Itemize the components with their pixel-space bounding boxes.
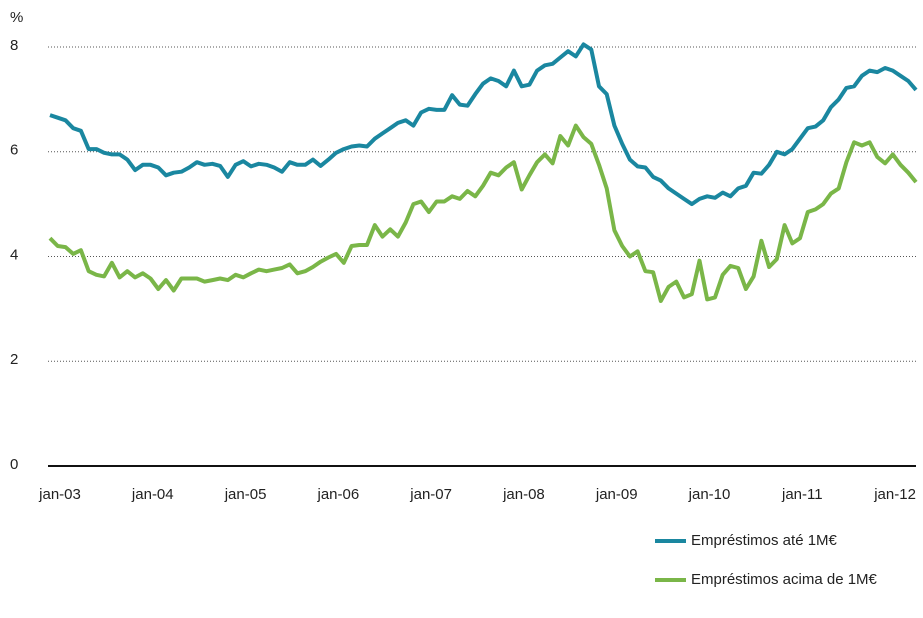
y-tick-label: 4: [10, 246, 18, 263]
x-tick-label: jan-09: [595, 486, 638, 503]
data-line: [49, 42, 918, 207]
y-axis-label: %: [10, 9, 23, 26]
x-tick-label: jan-10: [688, 486, 731, 503]
x-tick-label: jan-11: [781, 486, 823, 503]
data-line: [48, 123, 918, 303]
x-tick-label: jan-12: [873, 486, 916, 503]
x-tick-label: jan-06: [317, 486, 360, 503]
x-tick-label: jan-05: [224, 486, 267, 503]
y-tick-label: 2: [10, 351, 18, 368]
x-tick-label: jan-04: [131, 486, 174, 503]
x-tick-label: jan-03: [38, 486, 81, 503]
x-tick-label: jan-07: [409, 486, 452, 503]
legend-label: Empréstimos acima de 1M€: [691, 571, 878, 588]
legend-label: Empréstimos até 1M€: [691, 532, 838, 549]
x-tick-label: jan-08: [502, 486, 545, 503]
y-tick-label: 0: [10, 456, 18, 473]
y-tick-label: 6: [10, 142, 18, 159]
y-tick-label: 8: [10, 37, 18, 54]
